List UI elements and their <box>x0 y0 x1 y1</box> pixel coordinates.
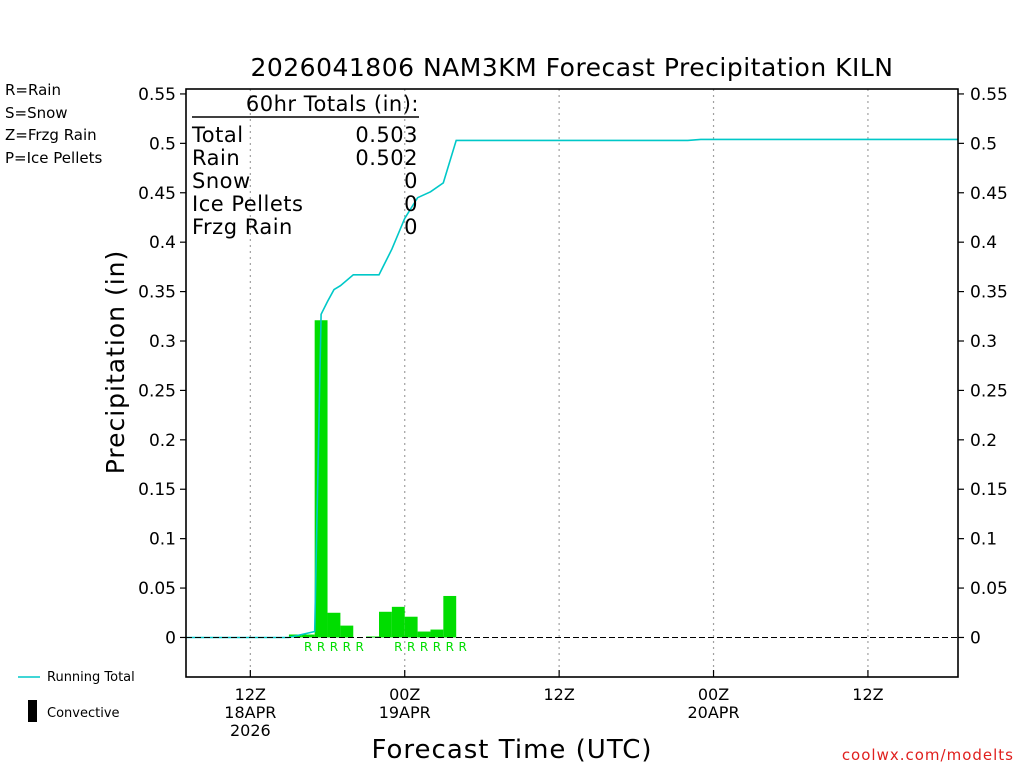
y-tick-label-right: 0.35 <box>970 283 1008 303</box>
y-tick-label-left: 0.25 <box>138 381 176 401</box>
precip-bar <box>301 634 315 638</box>
ptype-marker: R <box>420 640 428 654</box>
running-total-legend-label: Running Total <box>47 670 135 685</box>
y-tick-label-left: 0.5 <box>149 134 176 154</box>
x-tick-label: 00Z <box>698 685 729 704</box>
x-tick-label: 12Z <box>543 685 574 704</box>
y-tick-label-left: 0 <box>165 628 176 648</box>
x-tick-label: 20APR <box>687 703 739 722</box>
y-tick-label-right: 0.25 <box>970 381 1008 401</box>
ptype-marker: R <box>446 640 454 654</box>
y-tick-label-right: 0.4 <box>970 233 997 253</box>
totals-row-value: 0.502 <box>355 146 418 170</box>
legend-rain-label: R=Rain <box>5 81 61 99</box>
vertical-gridlines <box>249 89 869 677</box>
y-tick-label-left: 0.4 <box>149 233 176 253</box>
x-tick-label: 12Z <box>235 685 266 704</box>
x-tick-label: 2026 <box>230 721 271 740</box>
axes <box>180 88 964 678</box>
x-axis-label: Forecast Time (UTC) <box>371 735 652 765</box>
ptype-marker: R <box>304 640 312 654</box>
totals-row-value: 0 <box>404 215 418 239</box>
y-tick-label-right: 0.2 <box>970 431 997 451</box>
totals-row-label: Rain <box>192 146 240 170</box>
y-tick-label-left: 0.1 <box>149 530 176 550</box>
totals-row-label: Ice Pellets <box>192 192 303 216</box>
y-tick-label-right: 0.05 <box>970 579 1008 599</box>
y-tick-label-right: 0.1 <box>970 530 997 550</box>
totals-row-label: Frzg Rain <box>192 215 293 239</box>
ptype-marker: R <box>394 640 402 654</box>
ptype-marker: R <box>343 640 351 654</box>
precip-bar <box>391 606 405 638</box>
credit-text: coolwx.com/modelts <box>841 746 1014 764</box>
y-tick-label-right: 0 <box>970 628 981 648</box>
x-tick-label: 12Z <box>852 685 883 704</box>
totals-row-value: 0 <box>404 192 418 216</box>
precip-bar <box>379 611 392 638</box>
totals-row-label: Snow <box>192 169 251 193</box>
convective-legend-swatch <box>28 700 37 722</box>
x-tick-label: 18APR <box>224 703 276 722</box>
ptype-marker: R <box>317 640 325 654</box>
y-tick-label-left: 0.45 <box>138 184 176 204</box>
y-tick-label-left: 0.2 <box>149 431 176 451</box>
precip-bar <box>430 629 444 638</box>
convective-legend-label: Convective <box>47 706 120 721</box>
legend-frzg-rain-label: Z=Frzg Rain <box>5 126 97 144</box>
running-total-layer <box>186 138 958 639</box>
ptype-marker: R <box>356 640 364 654</box>
precip-bar <box>314 320 328 638</box>
y-tick-label-right: 0.5 <box>970 134 997 154</box>
totals-row-label: Total <box>191 123 244 147</box>
running-total-line <box>186 138 958 639</box>
ptype-marker: R <box>330 640 338 654</box>
precip-bar <box>417 631 431 638</box>
chart-text: 0 00.05 0.050.1 0.10.15 0.150.2 0.20.25 0.250.… <box>18 53 1008 765</box>
totals-row-value: 0 <box>404 169 418 193</box>
precip-bar <box>366 636 379 638</box>
y-tick-label-left: 0.05 <box>138 579 176 599</box>
totals-header: 60hr Totals (in): <box>246 92 419 116</box>
x-tick-label: 00Z <box>389 685 420 704</box>
y-tick-label-right: 0.45 <box>970 184 1008 204</box>
totals-row-value: 0.503 <box>355 123 418 147</box>
ptype-marker: R <box>407 640 415 654</box>
chart-title: 2026041806 NAM3KM Forecast Precipitation… <box>250 53 893 82</box>
x-tick-label: 19APR <box>379 703 431 722</box>
y-tick-label-right: 0.15 <box>970 480 1008 500</box>
precip-bar <box>443 595 457 638</box>
ptype-marker: R <box>458 640 466 654</box>
y-tick-label-left: 0.55 <box>138 85 176 105</box>
precip-bar <box>327 612 341 638</box>
precip-bar <box>404 616 418 638</box>
legend-ice-pellets-label: P=Ice Pellets <box>5 149 103 167</box>
ptype-marker: R <box>433 640 441 654</box>
plot-frame <box>185 88 959 678</box>
y-axis-label: Precipitation (in) <box>101 250 130 475</box>
legend-snow-label: S=Snow <box>5 104 68 122</box>
y-tick-label-right: 0.3 <box>970 332 997 352</box>
y-tick-label-right: 0.55 <box>970 85 1008 105</box>
y-tick-label-left: 0.35 <box>138 283 176 303</box>
y-tick-label-left: 0.3 <box>149 332 176 352</box>
precip-bar <box>340 625 354 638</box>
precipitation-bars <box>288 320 457 638</box>
y-tick-label-left: 0.15 <box>138 480 176 500</box>
